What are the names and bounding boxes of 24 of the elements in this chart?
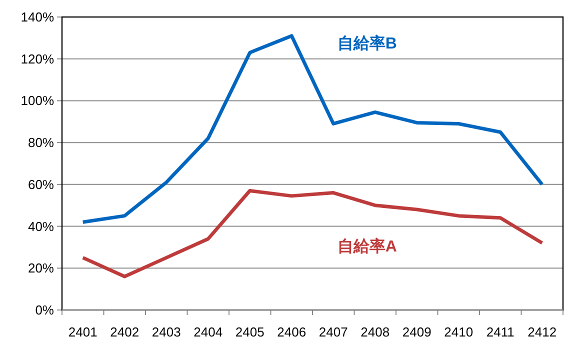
y-tick-label: 60%: [28, 176, 54, 192]
line-series: [81, 34, 544, 224]
y-tick-label: 20%: [28, 260, 54, 276]
y-tick-label: 80%: [28, 135, 54, 150]
series-label: 自給率A: [337, 236, 398, 256]
x-tick-label: 2402: [110, 324, 140, 340]
x-tick-label: 2409: [402, 324, 432, 340]
y-tick-label: 40%: [28, 218, 54, 234]
x-tick-label: 2411: [486, 324, 514, 340]
x-tick-label: 2405: [235, 324, 264, 340]
x-tick-label: 2410: [444, 324, 474, 340]
x-tick-label: 2406: [277, 324, 306, 340]
x-tick-label: 2404: [194, 324, 223, 340]
text: 自給率B: [337, 34, 397, 53]
x-tick-label: 2407: [318, 324, 348, 340]
x-tick-label: 2401: [68, 324, 98, 340]
x-tick-label: 2412: [528, 324, 557, 340]
line-series: [81, 188, 544, 278]
x-tick-label: 2408: [360, 324, 390, 340]
y-tick-label: 140%: [20, 10, 54, 24]
y-tick-label: 100%: [20, 93, 54, 108]
y-tick-label: 0%: [35, 302, 54, 318]
y-tick-label: 120%: [20, 51, 54, 66]
x-tick-label: 2403: [152, 324, 181, 340]
